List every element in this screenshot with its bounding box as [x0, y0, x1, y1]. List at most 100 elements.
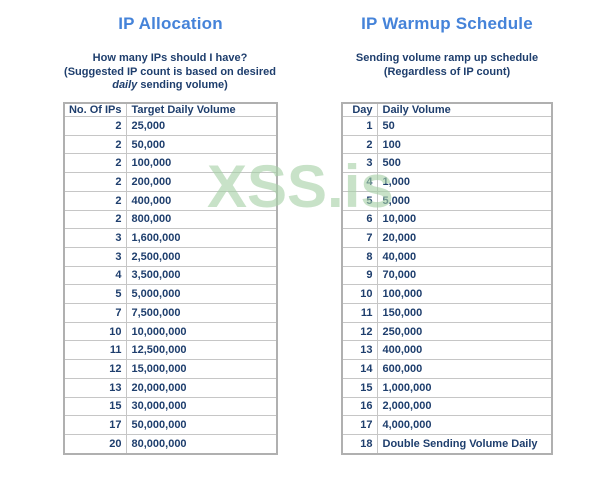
- ip-warmup-table: Day Daily Volume 1 50 2 100 3 500 4 1,000 5 5,000…: [341, 102, 553, 455]
- table-row: 3 2,500,000: [63, 246, 278, 267]
- row-value-cell: 25,000: [125, 116, 278, 136]
- row-key-cell: 3: [63, 246, 127, 267]
- row-key-cell: 18: [341, 433, 378, 455]
- row-value-cell: Double Sending Volume Daily: [376, 433, 553, 455]
- ip-allocation-subtitle: How many IPs should I have? (Suggested IP…: [30, 52, 310, 93]
- ip-allocation-title: IP Allocation: [118, 14, 223, 33]
- row-value-cell: 5,000: [376, 190, 553, 211]
- row-key-cell: 15: [341, 377, 378, 398]
- table-row: 1 50: [341, 116, 553, 136]
- row-value-cell: 10,000: [376, 209, 553, 230]
- header-row: Day Daily Volume: [341, 102, 553, 117]
- header-row: No. Of IPs Target Daily Volume: [63, 102, 278, 117]
- row-value-cell: 1,000,000: [376, 377, 553, 398]
- row-value-cell: 400,000: [376, 340, 553, 361]
- row-value-cell: 100,000: [125, 153, 278, 174]
- ip-warmup-title: IP Warmup Schedule: [361, 14, 533, 33]
- ip-allocation-table: No. Of IPs Target Daily Volume 2 25,000 2 5…: [63, 102, 278, 455]
- row-value-cell: 2,000,000: [376, 396, 553, 417]
- row-key-cell: 11: [63, 340, 127, 361]
- table-row: 15 30,000,000: [63, 396, 278, 417]
- row-value-cell: 40,000: [376, 246, 553, 267]
- table-row: 2 800,000: [63, 209, 278, 230]
- row-key-cell: 5: [63, 284, 127, 305]
- table-row: 4 3,500,000: [63, 265, 278, 286]
- table-row: 20 80,000,000: [63, 433, 278, 455]
- row-key-cell: 2: [341, 134, 378, 155]
- row-key-cell: 8: [341, 246, 378, 267]
- row-value-cell: 50,000: [125, 134, 278, 155]
- row-key-cell: 12: [341, 321, 378, 342]
- table-row: 9 70,000: [341, 265, 553, 286]
- row-value-cell: 1,000: [376, 172, 553, 192]
- row-key-cell: 2: [63, 172, 127, 192]
- table-row: 8 40,000: [341, 246, 553, 267]
- row-value-cell: 2,500,000: [125, 246, 278, 267]
- row-value-cell: 20,000,000: [125, 377, 278, 398]
- table-row: 10 100,000: [341, 284, 553, 305]
- row-key-cell: 13: [341, 340, 378, 361]
- ip-allocation-table-body: 2 25,000 2 50,000 2 100,000 2 200,000 2 400,000 2 8…: [63, 116, 278, 455]
- table-row: 2 100: [341, 134, 553, 155]
- table-row: 2 25,000: [63, 116, 278, 136]
- row-value-cell: 800,000: [125, 209, 278, 230]
- row-key-cell: 20: [63, 433, 127, 455]
- row-value-cell: 30,000,000: [125, 396, 278, 417]
- table-row: 17 50,000,000: [63, 415, 278, 435]
- row-value-cell: 50: [376, 116, 553, 136]
- table-row: 11 150,000: [341, 303, 553, 323]
- ip-allocation-subtitle-daily-italic: daily: [112, 79, 138, 91]
- table-row: 7 7,500,000: [63, 303, 278, 323]
- row-key-cell: 7: [63, 303, 127, 323]
- ip-warmup-subtitle: Sending volume ramp up schedule (Regardle…: [307, 52, 587, 79]
- row-value-cell: 150,000: [376, 303, 553, 323]
- row-key-cell: 4: [341, 172, 378, 192]
- column-header-no-of-ips: No. Of IPs: [63, 102, 127, 117]
- row-value-cell: 4,000,000: [376, 415, 553, 435]
- table-row: 2 400,000: [63, 190, 278, 211]
- row-key-cell: 16: [341, 396, 378, 417]
- table-row: 7 20,000: [341, 228, 553, 248]
- row-key-cell: 2: [63, 116, 127, 136]
- row-key-cell: 13: [63, 377, 127, 398]
- ip-warmup-subtitle-line1: Sending volume ramp up schedule: [355, 52, 539, 64]
- table-row: 16 2,000,000: [341, 396, 553, 417]
- row-key-cell: 3: [63, 228, 127, 248]
- ip-allocation-subtitle-line2: (Suggested IP count is based on desired: [64, 65, 276, 78]
- table-row: 5 5,000: [341, 190, 553, 211]
- row-value-cell: 15,000,000: [125, 359, 278, 379]
- row-key-cell: 2: [63, 190, 127, 211]
- row-key-cell: 17: [63, 415, 127, 435]
- row-value-cell: 20,000: [376, 228, 553, 248]
- row-key-cell: 11: [341, 303, 378, 323]
- table-row: 14 600,000: [341, 359, 553, 379]
- table-row: 15 1,000,000: [341, 377, 553, 398]
- row-key-cell: 5: [341, 190, 378, 211]
- row-value-cell: 250,000: [376, 321, 553, 342]
- table-row: 3 1,600,000: [63, 228, 278, 248]
- table-row: 6 10,000: [341, 209, 553, 230]
- table-row: 13 400,000: [341, 340, 553, 361]
- column-header-day: Day: [341, 102, 378, 117]
- row-value-cell: 100,000: [376, 284, 553, 305]
- row-value-cell: 5,000,000: [125, 284, 278, 305]
- row-value-cell: 7,500,000: [125, 303, 278, 323]
- row-key-cell: 6: [341, 209, 378, 230]
- table-row: 3 500: [341, 153, 553, 174]
- row-value-cell: 80,000,000: [125, 433, 278, 455]
- table-row: 11 12,500,000: [63, 340, 278, 361]
- column-header-daily-volume: Daily Volume: [376, 102, 553, 117]
- table-row: 5 5,000,000: [63, 284, 278, 305]
- row-value-cell: 3,500,000: [125, 265, 278, 286]
- row-value-cell: 500: [376, 153, 553, 174]
- table-row: 12 15,000,000: [63, 359, 278, 379]
- row-key-cell: 10: [63, 321, 127, 342]
- row-value-cell: 10,000,000: [125, 321, 278, 342]
- row-value-cell: 400,000: [125, 190, 278, 211]
- table-row: 2 50,000: [63, 134, 278, 155]
- row-key-cell: 2: [63, 153, 127, 174]
- row-value-cell: 70,000: [376, 265, 553, 286]
- row-key-cell: 2: [63, 134, 127, 155]
- row-key-cell: 14: [341, 359, 378, 379]
